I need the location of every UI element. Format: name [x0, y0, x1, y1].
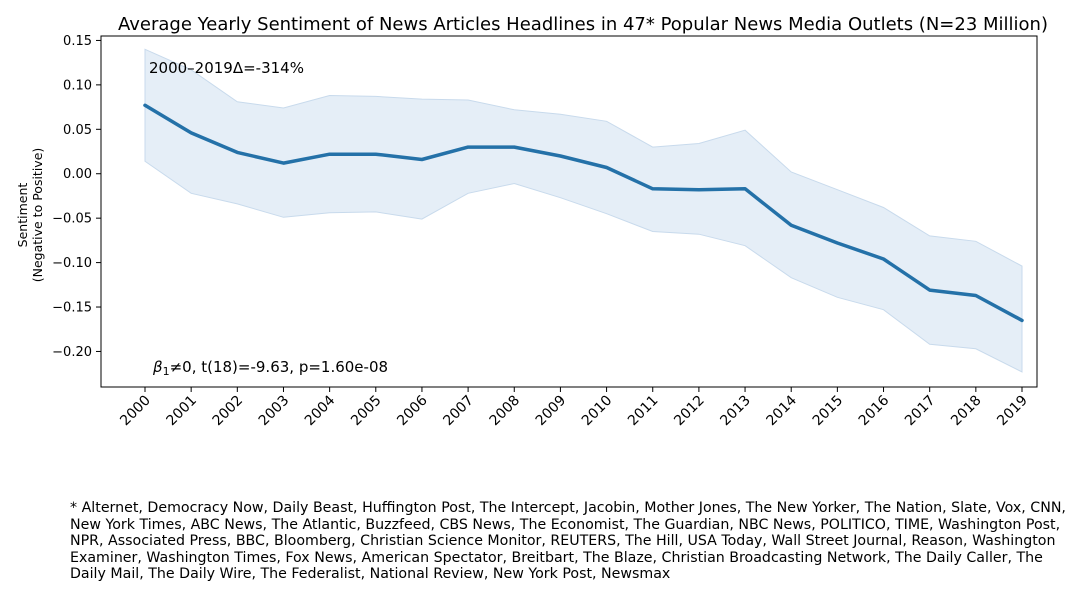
x-tick-label: 2018 — [948, 393, 985, 430]
y-tick-label: −0.20 — [52, 345, 92, 360]
regression-stats: ≠0, t(18)=-9.63, p=1.60e-08 — [170, 358, 388, 376]
beta-subscript: 1 — [163, 365, 170, 378]
confidence-band — [144, 48, 1023, 373]
outlet-list-footnote: * Alternet, Democracy Now, Daily Beast, … — [70, 500, 1066, 582]
x-tick-label: 2009 — [533, 393, 570, 430]
x-tick-label: 2006 — [394, 392, 431, 429]
x-tick-label: 2012 — [671, 393, 708, 430]
x-axis-ticks: 2000 2001 2002 2003 2004 2005 2006 2007 2008 2009… — [117, 387, 1031, 429]
x-tick-label: 2001 — [164, 393, 201, 430]
x-tick-label: 2010 — [579, 393, 616, 430]
x-tick-label: 2008 — [487, 393, 524, 430]
x-tick-label: 2000 — [117, 393, 154, 430]
x-tick-label: 2003 — [256, 393, 293, 430]
y-tick-label: 0.10 — [63, 78, 92, 93]
x-tick-label: 2002 — [210, 393, 247, 430]
x-tick-label: 2017 — [902, 393, 939, 430]
series-line — [143, 103, 1024, 323]
x-tick-label: 2016 — [856, 392, 893, 429]
x-tick-label: 2015 — [810, 393, 847, 430]
y-tick-label: −0.15 — [52, 301, 92, 316]
chart-title: Average Yearly Sentiment of News Article… — [118, 14, 1048, 35]
x-tick-label: 2013 — [717, 393, 754, 430]
y-tick-label: 0.05 — [63, 123, 92, 138]
y-axis-label-line1: Sentiment — [15, 183, 30, 248]
plot-frame — [100, 35, 1038, 388]
x-tick-label: 2007 — [440, 393, 477, 430]
x-tick-label: 2004 — [302, 392, 339, 429]
x-tick-label: 2011 — [625, 393, 662, 430]
y-axis-label-line2: (Negative to Positive) — [30, 148, 45, 283]
y-tick-label: −0.10 — [52, 256, 92, 271]
x-tick-label: 2014 — [764, 392, 801, 429]
y-tick-label: 0.00 — [63, 167, 92, 182]
regression-annotation: β1≠0, t(18)=-9.63, p=1.60e-08 — [152, 358, 388, 378]
y-axis-label: Sentiment (Negative to Positive) — [15, 148, 45, 283]
y-tick-label: 0.15 — [63, 34, 92, 49]
x-tick-label: 2005 — [348, 393, 385, 430]
y-tick-label: −0.05 — [52, 212, 92, 227]
delta-annotation: 2000–2019Δ=-314% — [149, 59, 304, 77]
y-axis-ticks: 0.15 0.10 0.05 0.00 −0.05 −0.10 −0.15 −0.20 — [52, 34, 101, 360]
x-tick-label: 2019 — [994, 393, 1031, 430]
sentiment-line-chart: Average Yearly Sentiment of News Article… — [15, 14, 1048, 429]
beta-symbol: β — [152, 358, 163, 376]
